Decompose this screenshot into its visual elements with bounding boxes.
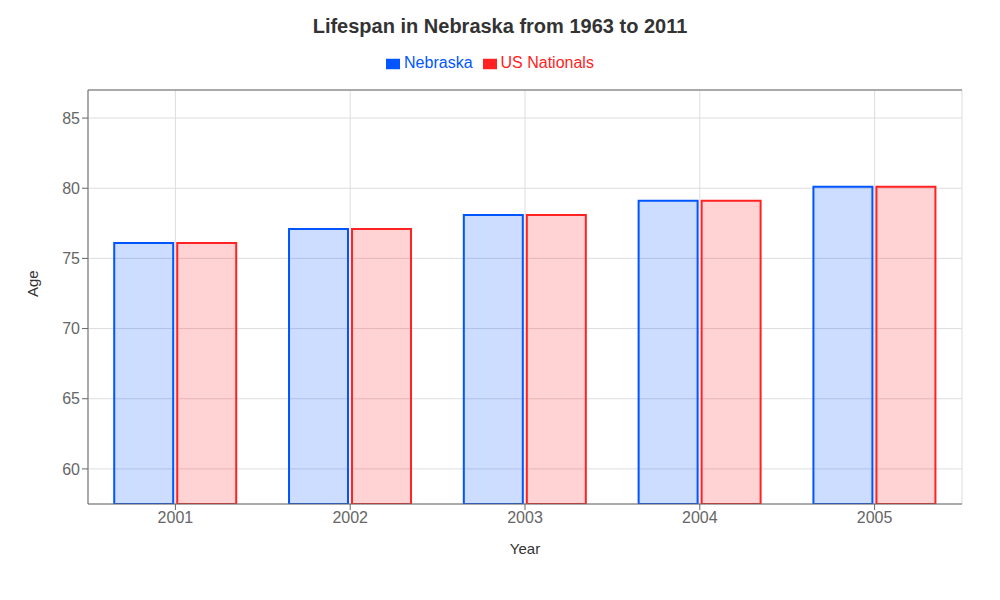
html-text:Nebraska: Nebraska: [404, 54, 473, 71]
svg-text:60: 60: [62, 461, 80, 478]
svg-text:2003: 2003: [507, 509, 543, 526]
svg-text:2001: 2001: [158, 509, 194, 526]
svg-text:65: 65: [62, 390, 80, 407]
svg-text:70: 70: [62, 320, 80, 337]
svg-text:Age: Age: [24, 270, 41, 297]
svg-text:85: 85: [62, 110, 80, 127]
svg-text:80: 80: [62, 180, 80, 197]
svg-text:2005: 2005: [857, 509, 893, 526]
svg-text:2004: 2004: [682, 509, 718, 526]
html-text:US Nationals: US Nationals: [500, 54, 594, 71]
svg-text:75: 75: [62, 250, 80, 267]
svg-text:2002: 2002: [332, 509, 368, 526]
html-text:Lifespan in Nebraska from 1963: Lifespan in Nebraska from 1963 to 2011: [312, 15, 688, 37]
svg-text:Year: Year: [510, 540, 540, 557]
